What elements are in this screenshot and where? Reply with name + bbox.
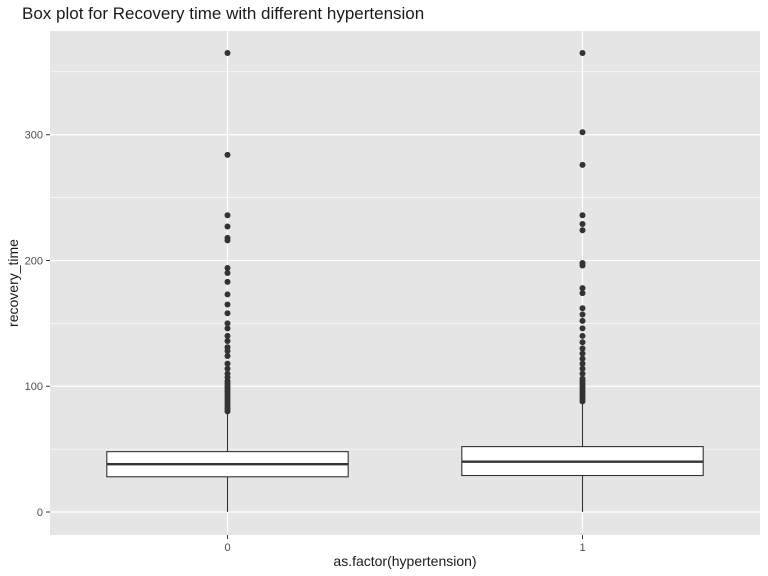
outlier-point (224, 360, 231, 367)
box-group (106, 49, 349, 512)
outlier-point (224, 223, 231, 230)
outlier-point (579, 345, 586, 352)
outlier-point (224, 301, 231, 308)
box-group (461, 49, 704, 512)
outlier-point (579, 221, 586, 228)
outlier-point (224, 151, 231, 158)
box-layer (106, 49, 704, 512)
chart-title: Box plot for Recovery time with differen… (22, 4, 425, 23)
y-axis-title: recovery_time (5, 239, 21, 327)
outlier-point (224, 234, 231, 241)
outlier-point (224, 278, 231, 285)
x-axis-title: as.factor(hypertension) (333, 553, 476, 569)
outlier-point (224, 365, 231, 372)
outlier-point (579, 212, 586, 219)
outlier-point (579, 285, 586, 292)
outlier-point (579, 325, 586, 332)
outlier-point (579, 161, 586, 168)
outlier-point (579, 375, 586, 382)
outlier-point (579, 305, 586, 312)
outlier-point (224, 270, 231, 277)
outlier-point (579, 370, 586, 377)
y-tick-label: 200 (25, 255, 43, 267)
outlier-point (579, 350, 586, 357)
outlier-point (579, 311, 586, 318)
outlier-point (224, 344, 231, 351)
outlier-point (224, 337, 231, 344)
outlier-point (579, 332, 586, 339)
outlier-point (224, 320, 231, 327)
outlier-point (224, 291, 231, 298)
outlier-point (579, 355, 586, 362)
outlier-point (224, 49, 231, 56)
outlier-point (224, 370, 231, 377)
outlier-point (224, 265, 231, 272)
outlier-point (579, 365, 586, 372)
x-tick-label: 0 (224, 542, 230, 554)
axis-ticks: 0 100 200 300 0 1 (25, 130, 586, 554)
y-tick-label: 0 (37, 507, 43, 519)
outlier-point (579, 227, 586, 234)
outlier-point (579, 259, 586, 266)
x-tick-label: 1 (579, 542, 585, 554)
outlier-point (579, 290, 586, 297)
outlier-point (579, 49, 586, 56)
outlier-point (579, 360, 586, 367)
y-tick-label: 100 (25, 381, 43, 393)
y-tick-label: 300 (25, 130, 43, 142)
outlier-point (224, 310, 231, 317)
outlier-point (579, 317, 586, 324)
outlier-point (224, 325, 231, 332)
outlier-point (224, 332, 231, 339)
outlier-point (579, 129, 586, 136)
outlier-point (224, 212, 231, 219)
outlier-point (579, 339, 586, 346)
outlier-point (224, 353, 231, 360)
